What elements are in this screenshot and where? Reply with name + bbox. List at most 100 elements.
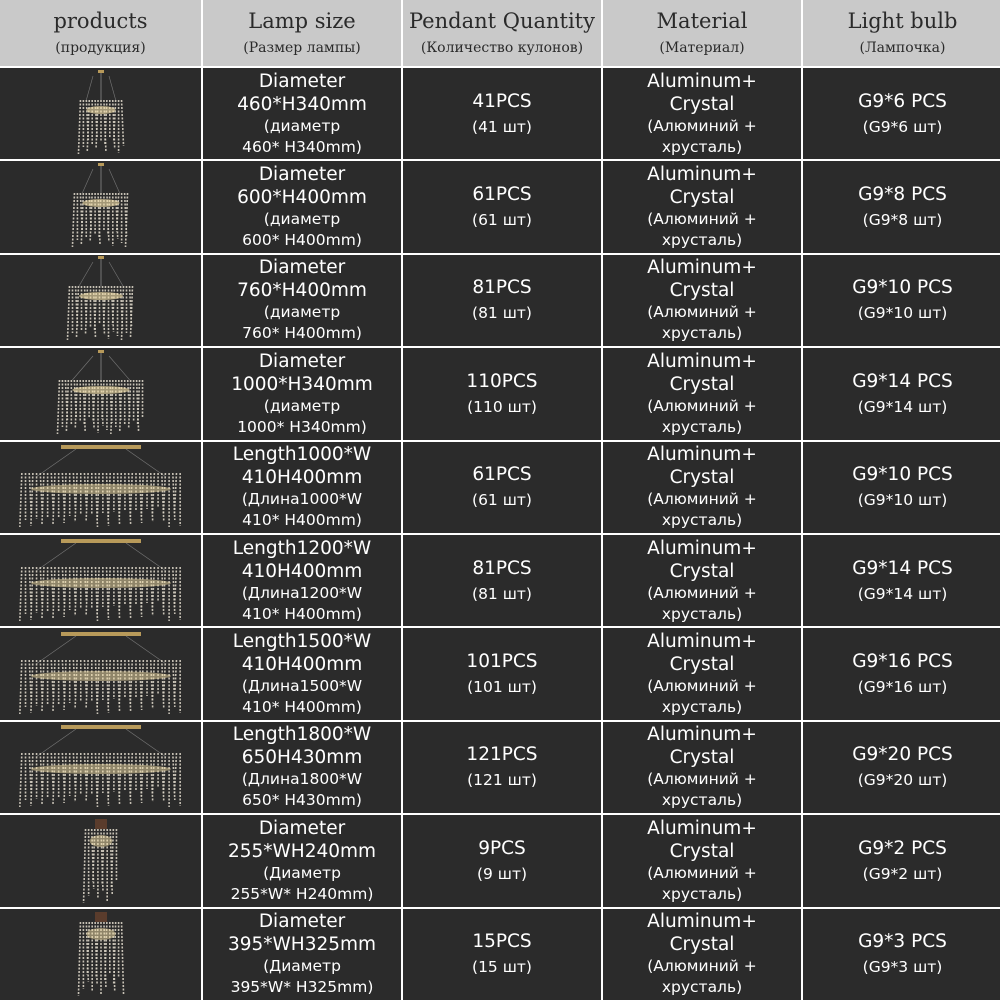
material-line: Crystal — [669, 467, 735, 489]
lamp-size-line: 460* H340mm) — [242, 137, 362, 156]
lamp-size-line: (Длина1200*W — [241, 583, 363, 602]
pendant-quantity-cell: 61PCS (61 шт) — [403, 161, 601, 253]
product-image-cell — [0, 628, 201, 720]
material-line: (Алюминий + — [647, 583, 757, 602]
chandelier-photo — [56, 349, 143, 434]
material-line: хрусталь) — [661, 511, 743, 530]
material-line: Crystal — [669, 934, 735, 956]
product-image-cell — [0, 534, 201, 627]
pendant-quantity-value: 15PCS — [472, 931, 532, 953]
light-bulb-cell: G9*3 PCS (G9*3 шт) — [803, 908, 1000, 1000]
chandelier-photo — [66, 256, 133, 341]
header-pendant-quantity-ru: (Количество кулонов) — [420, 40, 584, 56]
lamp-size-line: 460*H340mm — [237, 93, 367, 115]
lamp-size-line: 395*W* H325mm) — [230, 978, 374, 997]
pendant-quantity-value: 110PCS — [466, 370, 538, 392]
pendant-quantity-ru: (61 шт) — [472, 211, 532, 230]
chandelier-photo — [18, 725, 181, 808]
material-line: Crystal — [669, 187, 735, 209]
lamp-size-line: (Длина1500*W — [241, 677, 363, 696]
lamp-size-cell: Diameter 760*H400mm (диаметр 760* H400mm) — [203, 254, 401, 347]
material-line: Aluminum+ — [647, 817, 757, 839]
material-line: Aluminum+ — [647, 444, 757, 466]
header-products-en: products — [53, 9, 148, 33]
header-lamp-size-en: Lamp size — [248, 9, 356, 33]
material-cell: Aluminum+ Crystal (Алюминий + хрусталь) — [603, 908, 801, 1000]
material-cell: Aluminum+ Crystal (Алюминий + хрусталь) — [603, 721, 801, 814]
chandelier-photo — [77, 912, 124, 997]
lamp-size-cell: Diameter 600*H400mm (диаметр 600* H400mm) — [203, 161, 401, 253]
light-bulb-value: G9*8 PCS — [858, 184, 947, 206]
lamp-size-line: 1000*H340mm — [231, 373, 373, 395]
pendant-quantity-value: 9PCS — [478, 837, 526, 859]
light-bulb-value: G9*10 PCS — [852, 464, 953, 486]
material-line: (Алюминий + — [647, 957, 757, 976]
header-material-en: Material — [656, 9, 748, 33]
header-material-ru: (Материал) — [659, 40, 745, 56]
light-bulb-value: G9*20 PCS — [852, 744, 953, 766]
material-line: хрусталь) — [661, 884, 743, 903]
lamp-size-line: Length1200*W — [232, 537, 372, 559]
lamp-size-line: 255*WH240mm — [227, 840, 377, 862]
pendant-quantity-cell: 81PCS (81 шт) — [403, 534, 601, 627]
light-bulb-ru: (G9*8 шт) — [862, 211, 943, 230]
chandelier-photo — [18, 538, 181, 621]
material-line: Aluminum+ — [647, 911, 757, 933]
lamp-size-cell: Length1800*W 650H430mm (Длина1800*W 650* H4… — [203, 721, 401, 814]
material-line: хрусталь) — [661, 324, 743, 343]
light-bulb-value: G9*14 PCS — [852, 370, 953, 392]
material-cell: Aluminum+ Crystal (Алюминий + хрусталь) — [603, 68, 801, 160]
lamp-size-line: (диаметр — [263, 116, 341, 135]
header-products-ru: (продукция) — [55, 40, 146, 56]
pendant-quantity-ru: (15 шт) — [472, 958, 532, 977]
material-line: (Алюминий + — [647, 396, 757, 415]
lamp-size-line: (Длина1800*W — [241, 770, 363, 789]
lamp-size-line: Diameter — [258, 164, 346, 186]
product-image-cell — [0, 68, 201, 160]
pendant-quantity-value: 41PCS — [472, 90, 532, 112]
header-lamp-size-ru: (Размер лампы) — [243, 40, 361, 56]
light-bulb-ru: (G9*10 шт) — [857, 304, 948, 323]
lamp-size-line: 410* H400mm) — [242, 604, 362, 623]
lamp-size-cell: Length1000*W 410H400mm (Длина1000*W 410* H4… — [203, 441, 401, 533]
material-cell: Aluminum+ Crystal (Алюминий + хрусталь) — [603, 815, 801, 907]
material-cell: Aluminum+ Crystal (Алюминий + хрусталь) — [603, 161, 801, 253]
light-bulb-value: G9*2 PCS — [858, 837, 947, 859]
header-products: products (продукция) — [0, 0, 201, 66]
pendant-quantity-cell: 81PCS (81 шт) — [403, 254, 601, 347]
material-line: Aluminum+ — [647, 724, 757, 746]
pendant-quantity-value: 61PCS — [472, 184, 532, 206]
lamp-size-line: 410* H400mm) — [242, 511, 362, 530]
material-line: Crystal — [669, 654, 735, 676]
material-line: Aluminum+ — [647, 257, 757, 279]
chandelier-photo — [71, 163, 128, 248]
chandelier-photo — [82, 818, 117, 903]
light-bulb-cell: G9*10 PCS (G9*10 шт) — [803, 254, 1000, 347]
material-line: Aluminum+ — [647, 70, 757, 92]
material-line: хрусталь) — [661, 978, 743, 997]
material-line: (Алюминий + — [647, 490, 757, 509]
material-line: хрусталь) — [661, 791, 743, 810]
light-bulb-ru: (G9*2 шт) — [862, 864, 943, 883]
product-image-cell — [0, 441, 201, 533]
lamp-size-cell: Diameter 1000*H340mm (диаметр 1000* H340mm) — [203, 348, 401, 440]
lamp-size-line: Length1800*W — [232, 724, 372, 746]
lamp-size-line: Length1000*W — [232, 444, 372, 466]
light-bulb-ru: (G9*14 шт) — [857, 584, 948, 603]
lamp-size-line: 650H430mm — [241, 747, 363, 769]
product-image-cell — [0, 721, 201, 814]
light-bulb-cell: G9*8 PCS (G9*8 шт) — [803, 161, 1000, 253]
material-line: (Алюминий + — [647, 210, 757, 229]
light-bulb-ru: (G9*16 шт) — [857, 678, 948, 697]
pendant-quantity-cell: 121PCS (121 шт) — [403, 721, 601, 814]
lamp-size-line: 255*W* H240mm) — [230, 884, 374, 903]
lamp-size-line: 395*WH325mm — [227, 934, 377, 956]
lamp-size-line: Diameter — [258, 70, 346, 92]
material-line: Crystal — [669, 93, 735, 115]
lamp-size-line: 410H400mm — [241, 560, 363, 582]
pendant-quantity-ru: (41 шт) — [472, 117, 532, 136]
material-line: (Алюминий + — [647, 863, 757, 882]
lamp-size-line: 600* H400mm) — [242, 231, 362, 250]
